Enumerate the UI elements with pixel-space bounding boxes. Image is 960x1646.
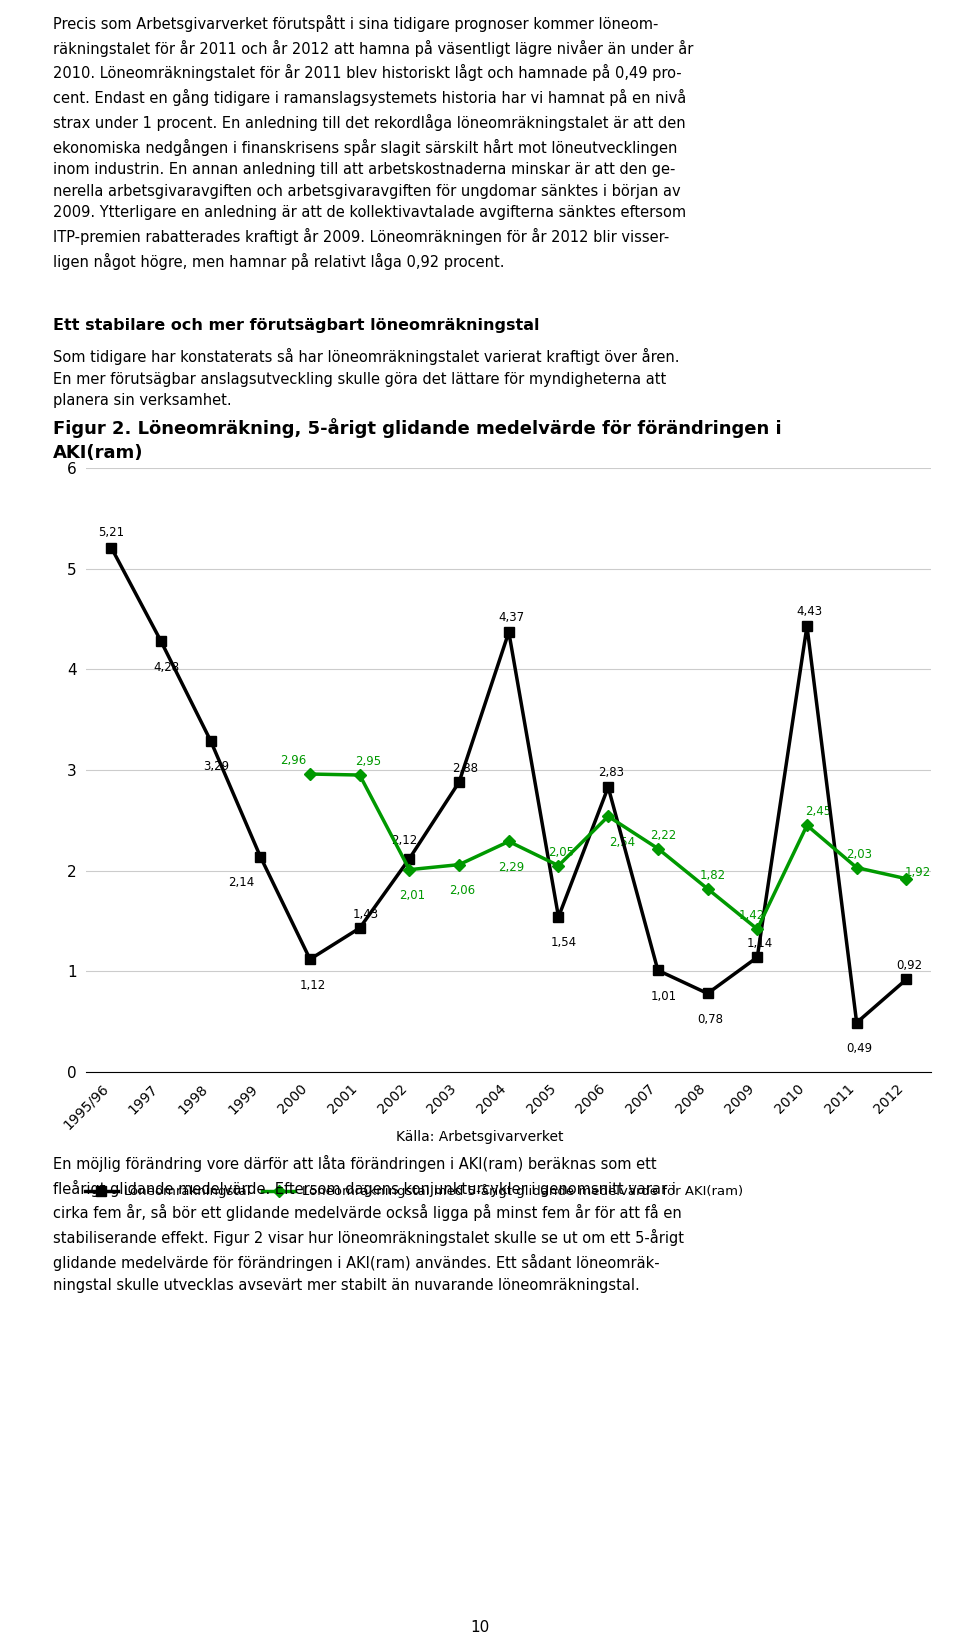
Text: 1,82: 1,82 bbox=[700, 869, 726, 882]
Text: 2,01: 2,01 bbox=[399, 889, 425, 902]
Text: En möjlig förändring vore därför att låta förändringen i AKI(ram) beräknas som e: En möjlig förändring vore därför att låt… bbox=[53, 1155, 684, 1292]
Text: 10: 10 bbox=[470, 1620, 490, 1634]
Text: 1,92: 1,92 bbox=[904, 866, 930, 879]
Text: Ett stabilare och mer förutsägbart löneomräkningstal: Ett stabilare och mer förutsägbart löneo… bbox=[53, 318, 540, 332]
Text: Figur 2. Löneomräkning, 5-årigt glidande medelvärde för förändringen i: Figur 2. Löneomräkning, 5-årigt glidande… bbox=[53, 418, 781, 438]
Text: 2,96: 2,96 bbox=[280, 754, 306, 767]
Text: 2,29: 2,29 bbox=[498, 861, 525, 874]
Text: 2,14: 2,14 bbox=[228, 876, 254, 889]
Text: 1,14: 1,14 bbox=[747, 937, 773, 950]
Text: 1,12: 1,12 bbox=[300, 979, 326, 991]
Text: 1,42: 1,42 bbox=[738, 909, 765, 922]
Text: 2,45: 2,45 bbox=[805, 805, 831, 818]
Text: 1,01: 1,01 bbox=[650, 989, 677, 1002]
Text: AKI(ram): AKI(ram) bbox=[53, 444, 143, 463]
Text: 2,95: 2,95 bbox=[355, 756, 381, 769]
Text: 1,43: 1,43 bbox=[352, 909, 378, 922]
Text: 2,83: 2,83 bbox=[598, 765, 624, 779]
Text: 0,78: 0,78 bbox=[697, 1012, 723, 1025]
Legend: Löneomräkningstal, Löneomräkningstal med 5-årigt glidande medelvärde för AKI(ram: Löneomräkningstal, Löneomräkningstal med… bbox=[84, 1185, 743, 1198]
Text: 2,54: 2,54 bbox=[609, 836, 636, 849]
Text: 0,92: 0,92 bbox=[896, 960, 923, 973]
Text: 4,28: 4,28 bbox=[154, 660, 180, 673]
Text: Precis som Arbetsgivarverket förutspått i sina tidigare prognoser kommer löneom-: Precis som Arbetsgivarverket förutspått … bbox=[53, 15, 693, 270]
Text: 1,54: 1,54 bbox=[551, 937, 577, 950]
Text: 2,06: 2,06 bbox=[449, 884, 475, 897]
Text: Källa: Arbetsgivarverket: Källa: Arbetsgivarverket bbox=[396, 1131, 564, 1144]
Text: 3,29: 3,29 bbox=[204, 760, 229, 774]
Text: 2,05: 2,05 bbox=[548, 846, 574, 859]
Text: 5,21: 5,21 bbox=[98, 527, 124, 540]
Text: Som tidigare har konstaterats så har löneomräkningstalet varierat kraftigt över : Som tidigare har konstaterats så har lön… bbox=[53, 347, 680, 408]
Text: 0,49: 0,49 bbox=[847, 1042, 873, 1055]
Text: 4,43: 4,43 bbox=[797, 604, 823, 617]
Text: 2,12: 2,12 bbox=[391, 835, 417, 848]
Text: 2,22: 2,22 bbox=[650, 828, 677, 841]
Text: 2,03: 2,03 bbox=[847, 848, 873, 861]
Text: 4,37: 4,37 bbox=[498, 611, 525, 624]
Text: 2,88: 2,88 bbox=[451, 762, 478, 775]
